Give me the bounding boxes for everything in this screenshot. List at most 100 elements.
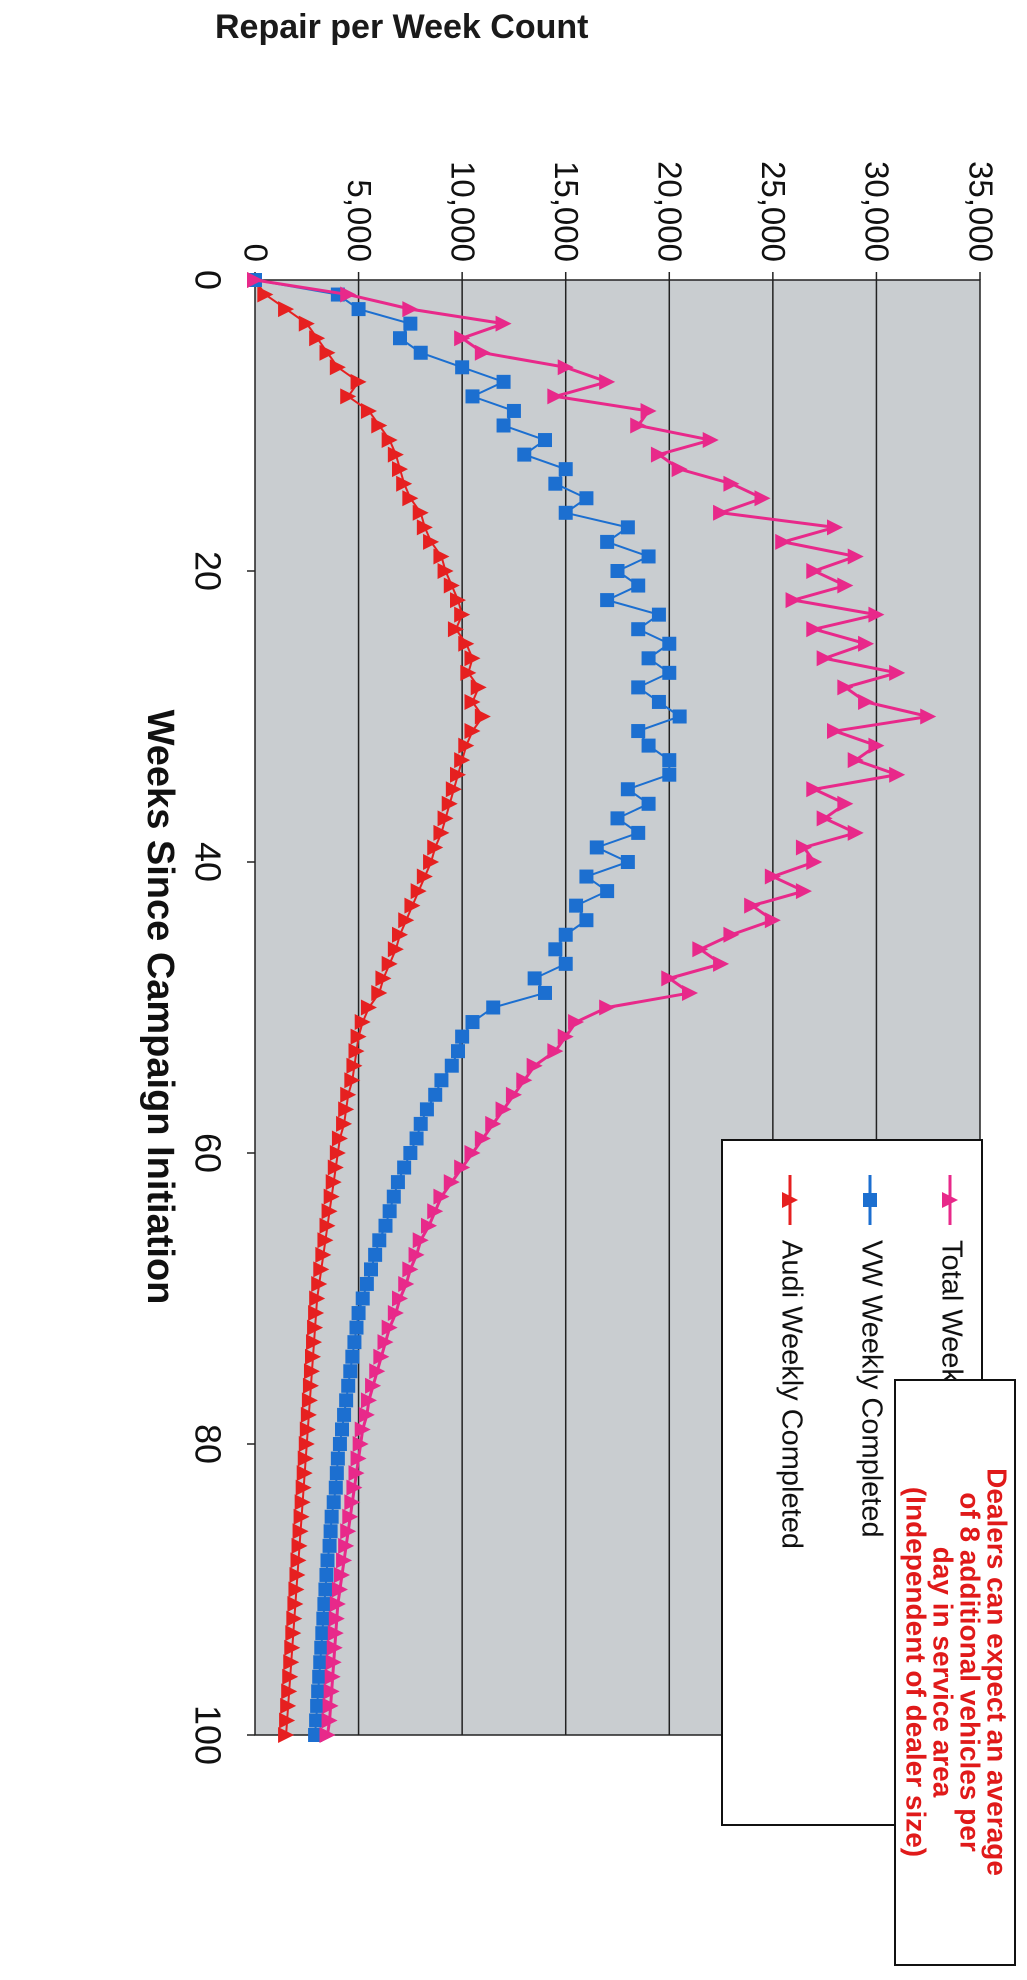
data-point [343,1364,358,1379]
note-line: day in service area [928,1547,959,1798]
data-point [495,1101,512,1118]
data-point [579,913,594,928]
data-point [713,504,730,521]
data-point [416,868,433,885]
data-point [434,1073,449,1088]
data-point [396,475,413,492]
data-point [505,1086,522,1103]
data-point [308,1728,323,1742]
data-point [631,622,646,637]
data-point [662,767,677,782]
data-point [558,927,573,942]
data-point [392,926,408,943]
data-point [321,1203,338,1220]
data-point [346,1057,363,1074]
data-point [464,650,481,667]
data-point [349,1320,364,1335]
data-point [443,1174,460,1191]
data-point [631,680,646,695]
data-point [558,956,573,971]
data-point [661,970,678,987]
data-point [318,1582,333,1597]
data-point [764,868,781,885]
data-point [599,999,616,1016]
data-point [437,563,454,579]
data-point [806,854,823,870]
data-point [847,752,864,769]
data-point [329,1466,344,1481]
data-point [640,402,657,419]
data-point [671,461,688,478]
data-point [368,1247,383,1262]
data-point [294,1494,311,1511]
data-point [454,752,471,769]
data-point [662,636,677,651]
data-point [247,272,263,288]
data-point [868,606,885,623]
data-point [354,1014,371,1031]
data-point [324,1668,341,1685]
data-point [338,1101,355,1118]
data-point [342,1508,359,1525]
data-point [309,330,326,347]
data-point [278,1727,295,1743]
data-point [692,941,709,958]
data-point [454,330,471,347]
data-point [285,1625,302,1642]
data-point [381,955,398,972]
data-point [387,1305,404,1322]
data-point [447,621,464,638]
y-tick-label: 30,000 [859,161,896,262]
data-point [327,1625,344,1642]
x-tick-label: 20 [187,551,228,591]
data-point [369,1363,386,1380]
data-point [496,374,511,389]
data-point [427,839,444,856]
data-point [421,1217,437,1234]
data-point [516,1072,533,1089]
y-axis-ticks: 0 5,000 10,000 15,000 20,000 25,000 30,000 35,0… [237,161,999,280]
data-point [311,1275,328,1292]
legend-label: VW Weekly Completed [855,1240,887,1538]
data-point [402,490,419,507]
data-point [312,1669,327,1684]
data-point [600,884,615,899]
y-tick-label: 10,000 [444,161,481,262]
data-point [306,1334,323,1351]
y-tick-label: 5,000 [341,179,378,262]
data-point [600,534,615,549]
data-point [392,461,408,478]
chart-title: Repair per Week Count [215,8,589,46]
data-point [324,1509,339,1524]
data-point [344,1494,361,1511]
data-point [443,577,460,594]
x-tick-label: 80 [187,1424,228,1464]
data-point [339,1393,354,1408]
data-point [378,1218,393,1233]
data-point [427,1203,444,1220]
data-point [257,286,274,303]
data-point [313,1261,330,1278]
data-point [377,1334,394,1351]
data-point [610,811,625,826]
data-point [827,723,843,740]
data-point [410,883,427,900]
data-point [847,548,864,565]
data-point [340,286,357,303]
data-point [336,1552,353,1569]
data-point [323,1188,340,1205]
data-point [568,1014,585,1031]
data-point [329,1596,346,1613]
data-point [474,1130,491,1147]
data-point [806,563,823,579]
data-point [641,738,656,753]
data-point [350,1450,367,1467]
data-point [336,1115,353,1132]
y-tick-label: 15,000 [548,161,585,262]
data-point [458,635,475,652]
data-point [579,491,594,506]
data-point [302,1377,319,1394]
data-point [404,897,421,914]
data-point [412,504,429,521]
